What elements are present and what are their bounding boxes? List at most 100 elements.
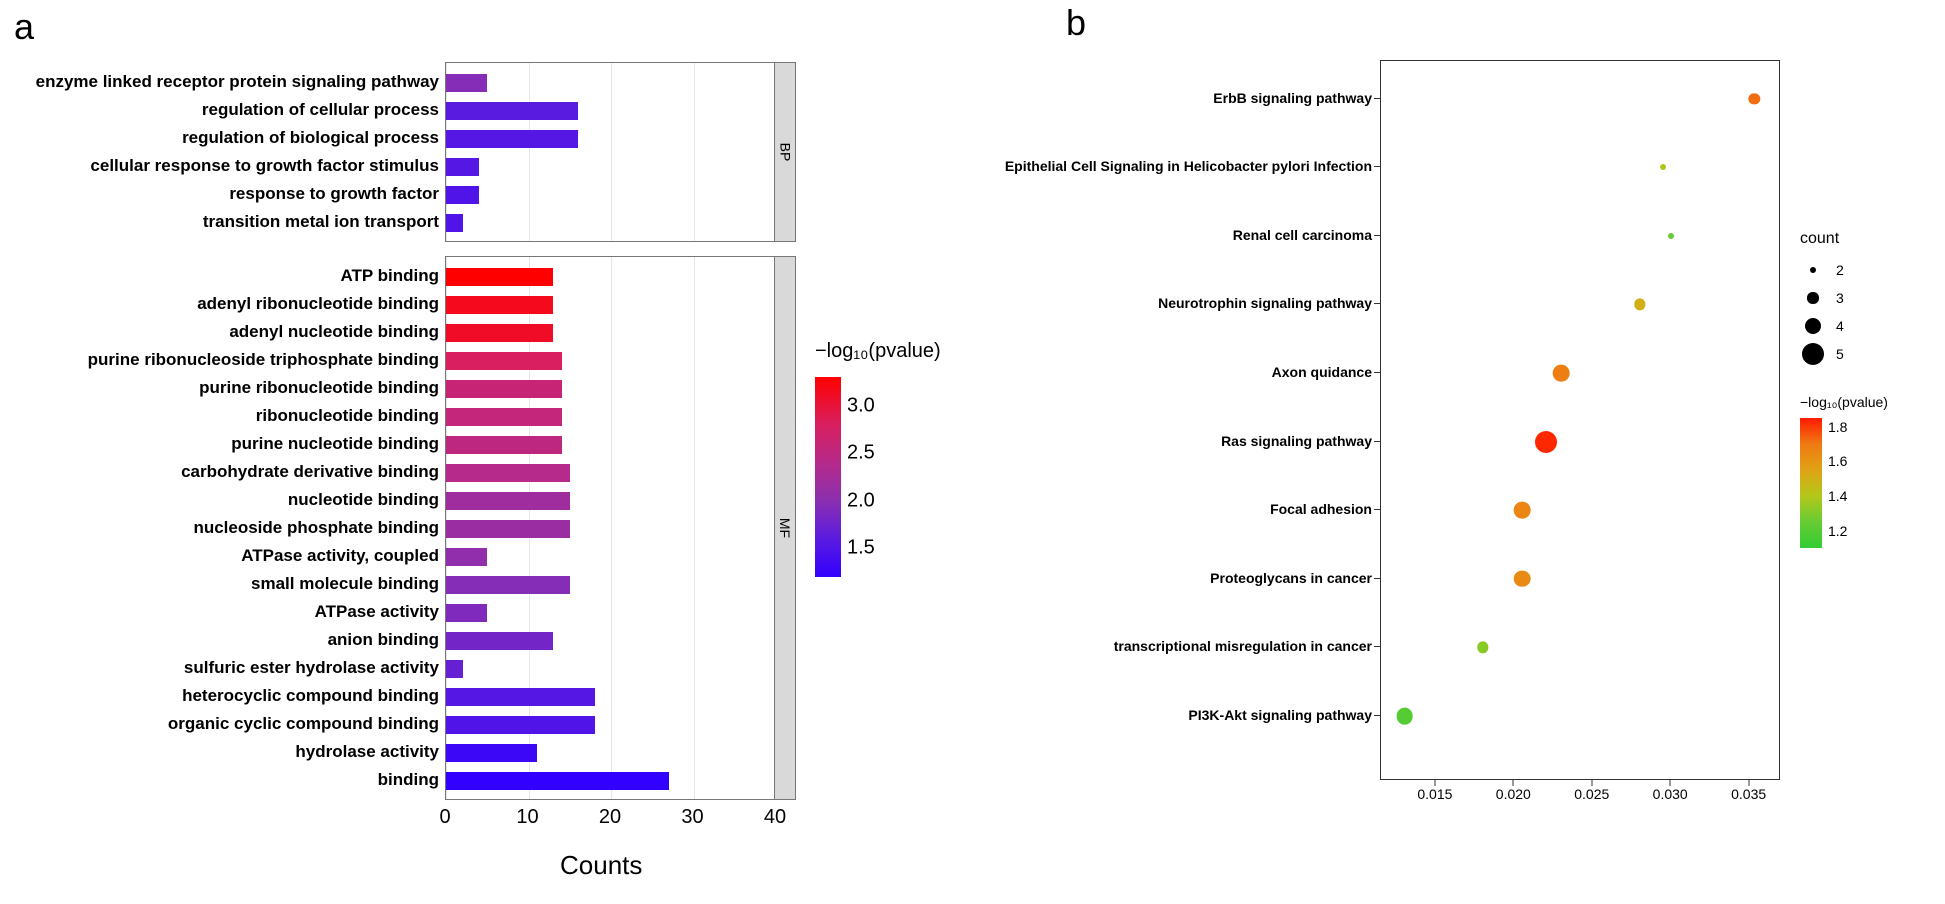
facet-strip-label: MF bbox=[777, 518, 793, 538]
panel-a-colorbar: 1.52.02.53.0 bbox=[815, 377, 841, 577]
size-legend-row: 3 bbox=[1800, 284, 1945, 312]
bar-label: binding bbox=[378, 770, 439, 790]
size-legend-label: 5 bbox=[1836, 346, 1844, 362]
ytick-mark bbox=[1374, 715, 1380, 716]
panel-a-facet-mf: MF bbox=[445, 256, 775, 800]
bar-label: ATPase activity, coupled bbox=[241, 546, 439, 566]
dot-label: PI3K-Akt signaling pathway bbox=[1188, 707, 1372, 723]
bar bbox=[446, 74, 487, 92]
bar-label: adenyl ribonucleotide binding bbox=[197, 294, 439, 314]
bar bbox=[446, 296, 553, 314]
xtick: 0.025 bbox=[1574, 786, 1609, 802]
ytick-mark bbox=[1374, 578, 1380, 579]
dot bbox=[1749, 93, 1760, 104]
bar bbox=[446, 604, 487, 622]
panel-b-size-legend: 23 4 5 bbox=[1800, 256, 1945, 368]
bar bbox=[446, 408, 562, 426]
bar bbox=[446, 214, 463, 232]
bar-label: nucleotide binding bbox=[288, 490, 439, 510]
xtick: 40 bbox=[764, 806, 786, 829]
bar-label: transition metal ion transport bbox=[203, 212, 439, 232]
bar-label: enzyme linked receptor protein signaling… bbox=[36, 72, 439, 92]
size-legend-row: 4 bbox=[1800, 312, 1945, 340]
panel-a-legend-title: −log₁₀(pvalue) bbox=[815, 340, 975, 363]
bar bbox=[446, 324, 553, 342]
colorbar-tick: 1.6 bbox=[1828, 453, 1847, 469]
bar-label: sulfuric ester hydrolase activity bbox=[184, 658, 439, 678]
bar-label: anion binding bbox=[328, 630, 439, 650]
xtick: 10 bbox=[516, 806, 538, 829]
ytick-mark bbox=[1374, 441, 1380, 442]
xtick: 0.030 bbox=[1653, 786, 1688, 802]
gridline bbox=[611, 257, 612, 799]
dot-label: Renal cell carcinoma bbox=[1233, 227, 1372, 243]
colorbar-tick: 3.0 bbox=[847, 394, 875, 417]
dot bbox=[1477, 642, 1488, 653]
dot bbox=[1514, 570, 1531, 587]
size-legend-dot bbox=[1807, 292, 1818, 303]
panel-b-size-legend-title: count bbox=[1800, 230, 1945, 248]
bar bbox=[446, 688, 595, 706]
bar-label: cellular response to growth factor stimu… bbox=[90, 156, 439, 176]
bar-label: ATPase activity bbox=[315, 602, 439, 622]
bar-label: carbohydrate derivative binding bbox=[181, 462, 439, 482]
bar bbox=[446, 436, 562, 454]
panel-b-colorbar: 1.21.41.61.8 bbox=[1800, 418, 1822, 548]
dot bbox=[1668, 233, 1674, 239]
panel-a-xlabel: Counts bbox=[560, 850, 642, 881]
xtick: 0.035 bbox=[1731, 786, 1766, 802]
colorbar-tick: 1.8 bbox=[1828, 419, 1847, 435]
ytick-mark bbox=[1374, 98, 1380, 99]
xtick: 30 bbox=[681, 806, 703, 829]
bar-label: regulation of cellular process bbox=[202, 100, 439, 120]
panel-a: BPMF enzyme linked receptor protein sign… bbox=[0, 40, 1000, 880]
colorbar-tick: 2.5 bbox=[847, 442, 875, 465]
dot bbox=[1535, 431, 1557, 453]
dot bbox=[1514, 502, 1531, 519]
panel-b-label: b bbox=[1066, 2, 1086, 44]
gridline bbox=[611, 63, 612, 241]
gridline bbox=[694, 63, 695, 241]
bar bbox=[446, 772, 669, 790]
panel-b-color-legend-title: −log₁₀(pvalue) bbox=[1800, 394, 1945, 410]
dot bbox=[1396, 708, 1413, 725]
ytick-mark bbox=[1374, 166, 1380, 167]
colorbar-tick: 1.5 bbox=[847, 537, 875, 560]
size-legend-dot bbox=[1805, 318, 1822, 335]
bar bbox=[446, 716, 595, 734]
bar bbox=[446, 464, 570, 482]
ytick-mark bbox=[1374, 372, 1380, 373]
size-legend-label: 4 bbox=[1836, 318, 1844, 334]
dot-label: ErbB signaling pathway bbox=[1213, 90, 1372, 106]
panel-b: ErbB signaling pathwayEpithelial Cell Si… bbox=[1060, 60, 1940, 860]
bar bbox=[446, 186, 479, 204]
bar bbox=[446, 576, 570, 594]
panel-a-legend: −log₁₀(pvalue) 1.52.02.53.0 bbox=[815, 340, 975, 577]
dot-label: Epithelial Cell Signaling in Helicobacte… bbox=[1005, 158, 1372, 174]
bar-label: small molecule binding bbox=[251, 574, 439, 594]
gridline bbox=[694, 257, 695, 799]
ytick-mark bbox=[1374, 303, 1380, 304]
bar bbox=[446, 380, 562, 398]
bar bbox=[446, 660, 463, 678]
bar-label: purine ribonucleotide binding bbox=[199, 378, 439, 398]
figure: a b BPMF enzyme linked receptor protein … bbox=[0, 0, 1945, 904]
bar-label: heterocyclic compound binding bbox=[182, 686, 439, 706]
size-legend-dot bbox=[1802, 343, 1824, 365]
dot-label: Axon quidance bbox=[1272, 364, 1372, 380]
bar bbox=[446, 102, 578, 120]
bar bbox=[446, 492, 570, 510]
facet-strip: BP bbox=[774, 62, 796, 242]
ytick-mark bbox=[1374, 509, 1380, 510]
colorbar-tick: 2.0 bbox=[847, 489, 875, 512]
ytick-mark bbox=[1374, 646, 1380, 647]
bar bbox=[446, 520, 570, 538]
bar bbox=[446, 352, 562, 370]
bar-label: hydrolase activity bbox=[295, 742, 439, 762]
bar-label: regulation of biological process bbox=[182, 128, 439, 148]
panel-b-legend: count 23 4 5 −log₁₀(pvalue) 1.21.41.61.8 bbox=[1800, 230, 1945, 548]
size-legend-row: 2 bbox=[1800, 256, 1945, 284]
size-legend-dot bbox=[1810, 267, 1816, 273]
bar-label: ribonucleotide binding bbox=[256, 406, 439, 426]
xtick: 0.015 bbox=[1417, 786, 1452, 802]
